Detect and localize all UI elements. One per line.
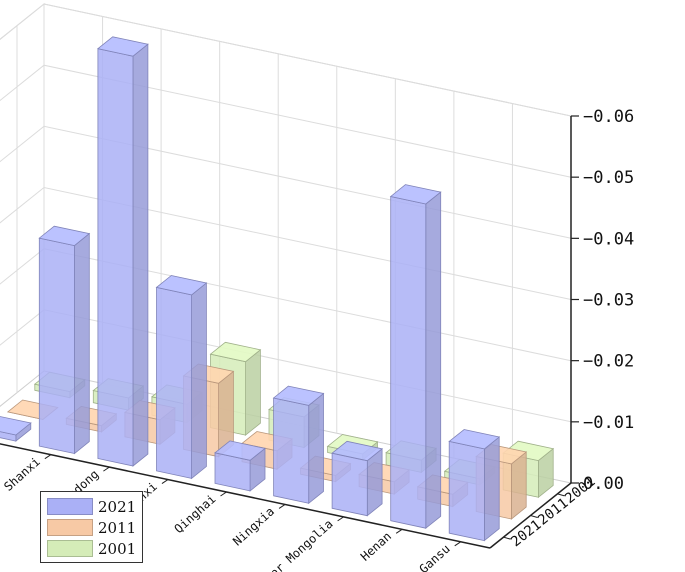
bar-face-top	[38, 225, 91, 247]
z-tick-label: −0.03	[583, 291, 634, 311]
bar-face-top	[0, 416, 32, 436]
depth-tick	[503, 536, 511, 540]
bar-face-top	[389, 184, 442, 205]
bars	[0, 36, 555, 542]
depth-tick	[557, 493, 565, 497]
bar-face-right	[245, 348, 261, 436]
bar-face-top	[272, 385, 325, 406]
legend-item-2021: 2021	[47, 497, 137, 516]
z-tick-label: −0.01	[583, 413, 634, 433]
legend-label-2011: 2011	[98, 518, 137, 537]
bar-face-top	[209, 341, 262, 363]
bar-2021-shaanxi	[155, 275, 208, 480]
bar-2021-sichuan	[0, 416, 32, 442]
bar-face-front	[156, 286, 193, 479]
bar-2021-qinghai	[214, 440, 266, 492]
x-tick-label: Qinghai	[172, 492, 219, 536]
bar-face-right	[308, 392, 324, 505]
bar-2021-shandong	[96, 36, 149, 467]
bar-2021-henan	[389, 184, 442, 530]
bar-face-top	[155, 275, 208, 296]
bar-face-top	[448, 429, 501, 450]
bar-2021-ningxia	[272, 385, 325, 505]
bar-face-front	[97, 48, 134, 467]
legend: 2021 2011 2001	[40, 491, 143, 563]
bar-face-front	[448, 440, 485, 542]
x-tick	[395, 528, 403, 534]
x-tick-label: Ningxia	[230, 504, 277, 548]
bar-2021-shanxi	[38, 225, 91, 455]
x-tick	[161, 479, 169, 484]
x-tick	[103, 466, 110, 472]
bar-face-right	[132, 43, 149, 467]
bar-2021-inner-mongolia	[331, 440, 384, 517]
bar-2021-gansu	[448, 429, 501, 542]
z-tick-label: −0.06	[583, 107, 634, 127]
z-tick-label: −0.05	[583, 168, 634, 188]
legend-item-2011: 2011	[47, 518, 137, 537]
x-tick	[44, 454, 52, 460]
bar-face-front	[390, 196, 427, 529]
bar-face-right	[425, 191, 442, 530]
bar-face-right	[74, 232, 90, 455]
legend-label-2001: 2001	[98, 539, 137, 558]
left-wall	[0, 2, 45, 407]
x-tick-label: Henan	[358, 529, 394, 564]
legend-swatch-2001	[47, 540, 93, 557]
x-tick	[278, 504, 286, 509]
x-tick	[454, 541, 461, 547]
x-tick	[337, 516, 344, 522]
z-tick-label: −0.02	[583, 352, 634, 372]
bar-face-front	[331, 452, 368, 517]
z-tick-label: −0.04	[583, 229, 634, 249]
bar-face-right	[483, 436, 500, 542]
depth-tick	[530, 515, 538, 518]
bar-face-top	[331, 440, 384, 462]
bar-face-front	[38, 237, 75, 454]
bar-face-top	[214, 440, 266, 461]
bar-face-top	[96, 36, 149, 57]
axes	[0, 115, 579, 549]
x-tick-label: Gansu	[417, 542, 453, 572]
bar-face-right	[191, 282, 207, 480]
x-tick	[220, 491, 227, 497]
legend-label-2021: 2021	[98, 497, 137, 516]
x-tick-label: Shanxi	[1, 454, 43, 493]
legend-swatch-2011	[47, 519, 93, 536]
z-tick-label: 0.00	[583, 474, 624, 494]
legend-item-2001: 2001	[47, 539, 137, 558]
legend-swatch-2021	[47, 498, 93, 515]
bar-face-front	[273, 397, 310, 504]
